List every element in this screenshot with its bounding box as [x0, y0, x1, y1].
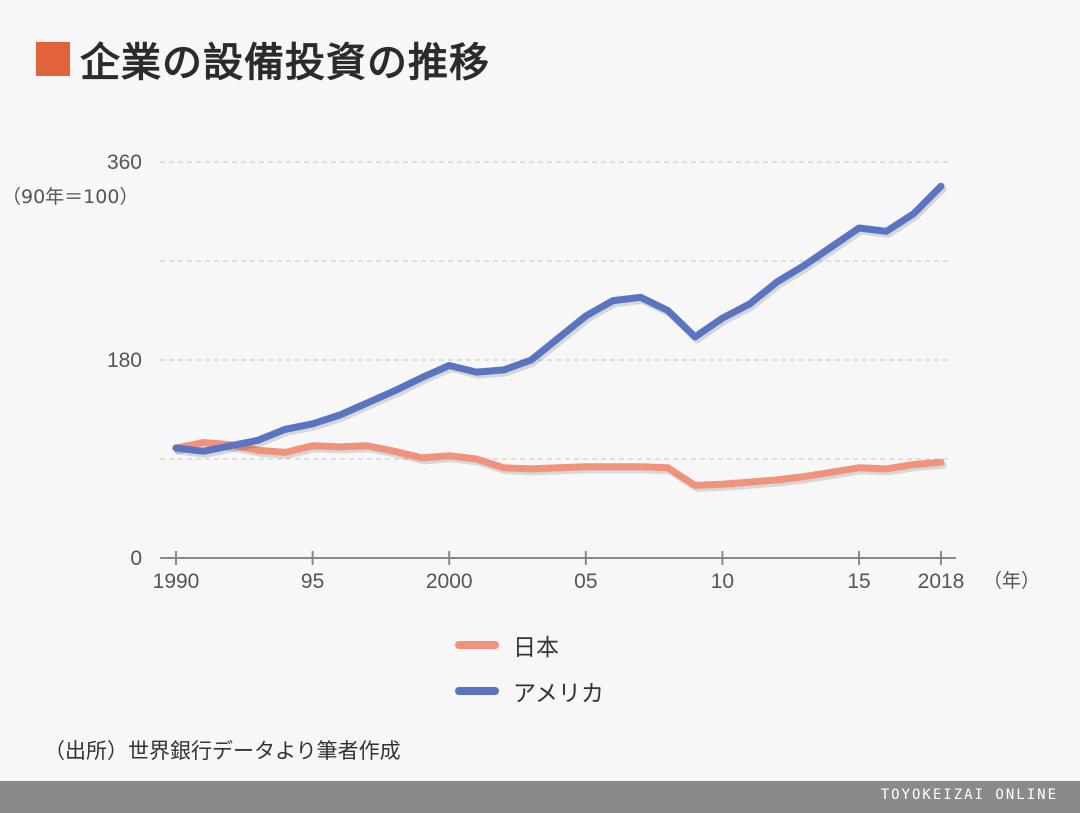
x-tick-label: 2018 — [918, 570, 965, 593]
y-tick-label: 0 — [130, 547, 142, 570]
line-chart: 0 180 360 1990 95 2000 05 10 15 2018 （90年＝100） （年… — [2, 151, 1040, 593]
y-tick-label: 180 — [107, 349, 142, 372]
footer-bar: TOYOKEIZAI ONLINE — [0, 781, 1080, 813]
x-tick-label: 15 — [847, 570, 870, 593]
series-line-japan — [172, 439, 945, 489]
legend-label-japan: 日本 — [513, 635, 559, 661]
source-note: （出所）世界銀行データより筆者作成 — [44, 739, 401, 763]
x-tick-label: 1990 — [153, 570, 200, 593]
x-tick-label: 10 — [711, 570, 734, 593]
legend-swatch-japan — [455, 641, 499, 649]
legend-label-usa: アメリカ — [513, 681, 604, 707]
x-tick-label: 2000 — [426, 570, 473, 593]
y-tick-label: 360 — [107, 151, 142, 174]
x-unit-label: （年） — [983, 570, 1040, 592]
legend: 日本 アメリカ — [455, 622, 604, 714]
title-block: 企業の設備投資の推移 — [36, 30, 490, 88]
chart-title: 企業の設備投資の推移 — [80, 40, 490, 86]
footer-brand: TOYOKEIZAI ONLINE — [880, 787, 1058, 803]
legend-item-japan: 日本 — [455, 622, 604, 668]
title-marker — [36, 42, 70, 76]
y-unit-label: （90年＝100） — [2, 186, 138, 208]
x-tick-label: 95 — [301, 570, 324, 593]
series-line-usa — [172, 182, 945, 455]
legend-item-usa: アメリカ — [455, 668, 604, 714]
legend-swatch-usa — [455, 687, 499, 695]
series-shadow-usa — [174, 185, 947, 458]
x-tick-label: 05 — [574, 570, 597, 593]
